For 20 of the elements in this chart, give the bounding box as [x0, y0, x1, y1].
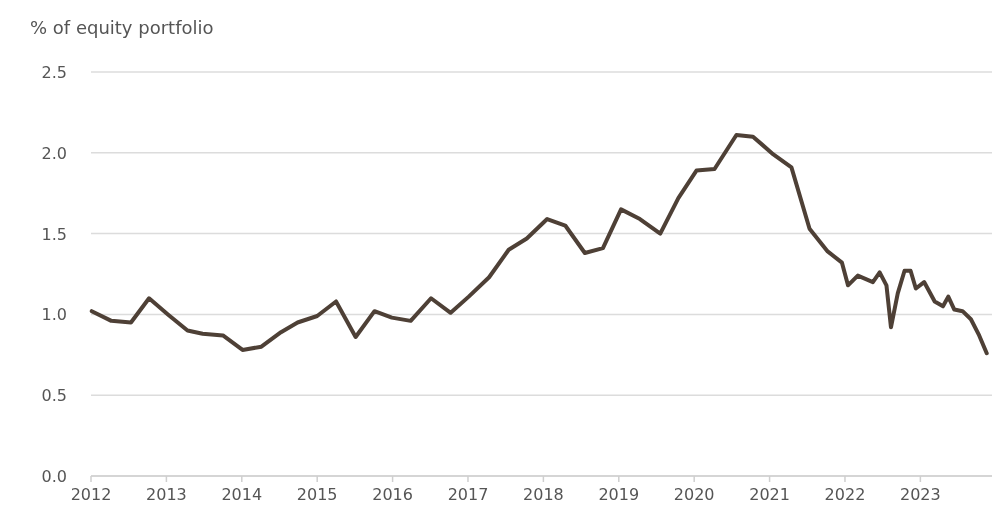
y-tick-label: 2.5	[41, 63, 67, 82]
y-tick-label: 1.0	[41, 305, 67, 325]
y-axis-title: % of equity portfolio	[30, 17, 214, 38]
y-tick-label: 0.0	[41, 467, 67, 486]
line-series	[89, 133, 989, 356]
x-tick-label: 2012	[70, 485, 112, 504]
x-tick-label: 2022	[824, 485, 866, 504]
x-tick-label: 2014	[221, 485, 263, 504]
y-tick-label: 0.5	[41, 386, 67, 406]
x-tick-label: 2017	[447, 485, 489, 504]
x-tick-label: 2013	[146, 485, 187, 504]
x-tick-label: 2021	[749, 485, 790, 504]
x-tick-label: 2019	[598, 485, 640, 504]
x-tick-label: 2016	[372, 485, 413, 504]
x-tick-label: 2020	[673, 485, 715, 504]
x-tick-label: 2023	[900, 485, 941, 504]
y-tick-label: 2.0	[41, 143, 67, 163]
x-tick-label: 2018	[523, 485, 564, 504]
x-tick-label: 2015	[296, 485, 338, 504]
y-tick-label: 1.5	[41, 224, 67, 244]
